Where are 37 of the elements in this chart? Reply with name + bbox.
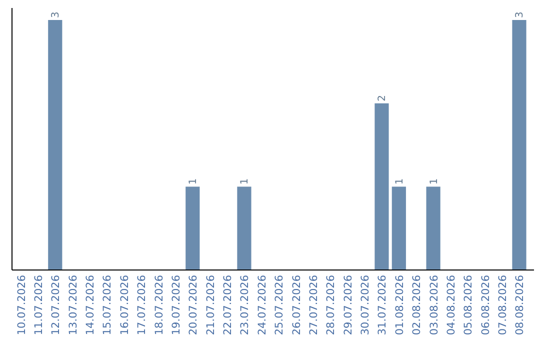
x-tick-label: 23.07.2026 [239, 274, 252, 336]
x-tick-label: 07.08.2026 [497, 274, 510, 336]
x-tick-label: 31.07.2026 [376, 274, 389, 336]
x-tick-label: 30.07.2026 [360, 274, 372, 336]
x-tick-label: 10.07.2026 [16, 274, 28, 336]
x-tick-label: 06.08.2026 [480, 274, 492, 336]
data-label: 1 [188, 178, 200, 185]
x-tick-label: 02.08.2026 [411, 274, 424, 336]
x-tick-label: 22.07.2026 [222, 274, 234, 336]
x-tick-label: 08.08.2026 [514, 274, 526, 336]
x-tick-label: 27.07.2026 [308, 274, 320, 336]
x-tick-label: 25.07.2026 [274, 274, 286, 336]
x-tick-label: 26.07.2026 [290, 274, 303, 336]
data-label: 1 [240, 178, 251, 185]
x-tick-label: 29.07.2026 [342, 274, 354, 336]
x-tick-label: 13.07.2026 [67, 274, 80, 336]
x-tick-label: 20.07.2026 [188, 274, 200, 336]
x-tick-label: 16.07.2026 [118, 274, 131, 336]
x-tick-label: 14.07.2026 [84, 274, 97, 336]
x-tick-label: 28.07.2026 [325, 274, 338, 336]
data-label: 3 [514, 12, 526, 18]
data-label: 1 [428, 178, 440, 185]
x-tick-label: 17.07.2026 [136, 274, 148, 336]
x-tick-label: 04.08.2026 [445, 274, 458, 336]
x-tick-label: 11.07.2026 [32, 274, 45, 336]
x-tick-label: 15.07.2026 [102, 274, 114, 336]
x-tick-label: 12.07.2026 [50, 274, 62, 336]
x-tick-label: 24.07.2026 [256, 274, 268, 336]
x-tick-label: 01.08.2026 [394, 274, 406, 336]
x-tick-label: 18.07.2026 [153, 274, 166, 336]
x-tick-label: 21.07.2026 [204, 274, 217, 336]
x-tick-label: 19.07.2026 [170, 274, 182, 336]
data-label: 3 [50, 12, 62, 18]
data-label: 2 [377, 94, 388, 102]
x-tick-label: 05.08.2026 [462, 274, 475, 336]
data-label: 1 [394, 178, 406, 185]
x-tick-label: 03.08.2026 [428, 274, 440, 336]
